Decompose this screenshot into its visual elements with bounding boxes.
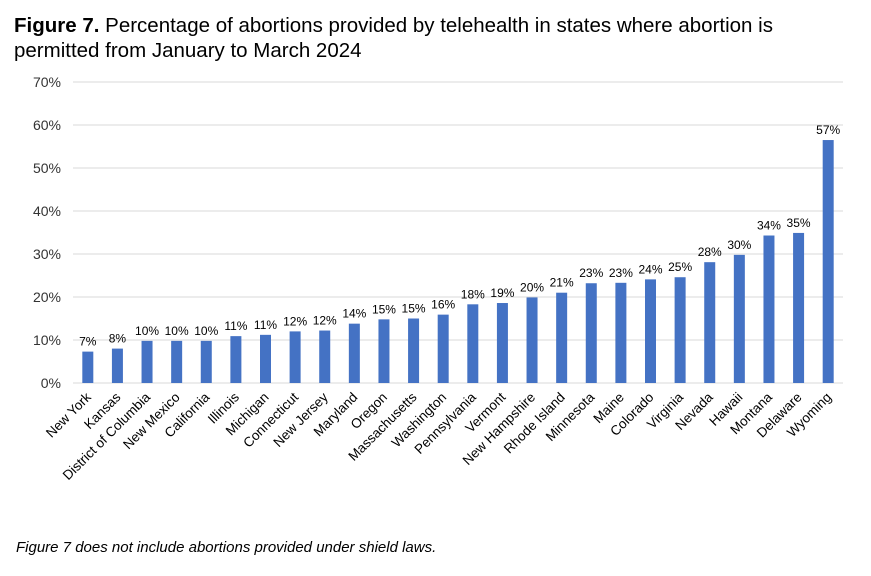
bar [615, 282, 627, 383]
data-label: 11% [254, 318, 277, 332]
data-label: 28% [698, 245, 722, 259]
figure-title: Figure 7. Percentage of abortions provid… [14, 13, 859, 63]
y-tick-label: 50% [33, 160, 61, 176]
bar [171, 340, 183, 383]
bar [111, 348, 123, 383]
bar [408, 318, 420, 383]
data-label: 25% [668, 260, 692, 274]
data-label: 14% [342, 307, 366, 321]
data-label: 23% [579, 266, 603, 280]
bar [141, 340, 153, 383]
bar [704, 262, 716, 383]
y-tick-label: 30% [33, 246, 61, 262]
data-label: 10% [135, 324, 159, 338]
y-tick-label: 70% [33, 74, 61, 90]
bar [82, 351, 94, 383]
bar [230, 336, 242, 383]
data-label: 18% [461, 287, 485, 301]
data-label: 23% [609, 266, 633, 280]
y-tick-label: 40% [33, 203, 61, 219]
data-label: 16% [431, 298, 455, 312]
bar [319, 330, 331, 383]
data-label: 30% [727, 238, 751, 252]
bar [822, 140, 834, 383]
bar [260, 334, 271, 383]
figure-title-text: Percentage of abortions provided by tele… [14, 14, 773, 62]
bar [763, 235, 775, 383]
data-label: 15% [402, 302, 426, 316]
data-label: 10% [165, 324, 189, 338]
bar [674, 277, 686, 383]
data-label: 12% [283, 314, 307, 328]
bar [733, 254, 745, 383]
data-label: 24% [638, 262, 662, 276]
bar [378, 319, 390, 383]
y-tick-label: 60% [33, 117, 61, 133]
data-label: 11% [224, 319, 247, 333]
y-axis-tick-labels: 0% 10% 20% 30% 40% 50% 60% 70% [33, 74, 61, 391]
bar [348, 323, 360, 383]
y-tick-label: 10% [33, 332, 61, 348]
bar [437, 314, 449, 383]
data-label: 21% [550, 276, 574, 290]
bar [645, 279, 656, 383]
data-label: 57% [816, 123, 840, 137]
bar-chart: 0% 10% 20% 30% 40% 50% 60% 70% 7% 8% 10% 10% 10% 11%… [33, 74, 843, 483]
bars [82, 140, 834, 383]
data-label: 35% [787, 216, 811, 230]
data-label: 19% [490, 286, 514, 300]
bar [289, 331, 301, 383]
bar [556, 292, 568, 383]
bar [526, 297, 538, 383]
figure-label: Figure 7. [14, 14, 100, 37]
bar [793, 232, 805, 383]
y-tick-label: 0% [41, 375, 61, 391]
y-tick-label: 20% [33, 289, 61, 305]
figure-note: Figure 7 does not include abortions prov… [16, 539, 437, 556]
data-label: 10% [194, 324, 218, 338]
data-label: 15% [372, 302, 396, 316]
bar [585, 283, 597, 383]
data-label: 7% [79, 335, 97, 349]
data-label: 20% [520, 280, 544, 294]
data-labels: 7% 8% 10% 10% 10% 11% 11% 12% 12% 14% 15% 15% 16% 18%… [79, 123, 840, 349]
data-label: 34% [757, 219, 781, 233]
data-label: 12% [313, 314, 337, 328]
data-label: 8% [109, 332, 127, 346]
bar [496, 303, 508, 383]
bar [467, 304, 479, 383]
bar [200, 340, 212, 383]
